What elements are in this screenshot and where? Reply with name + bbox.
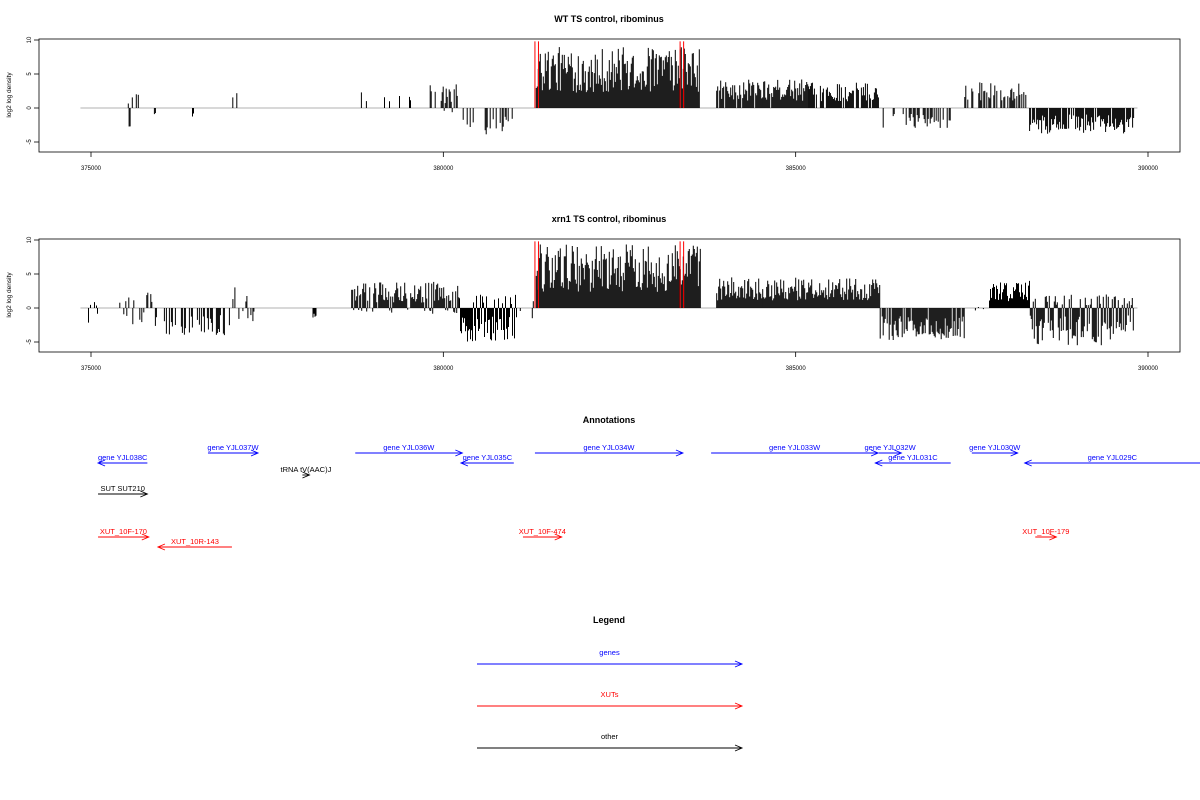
annotation-arrow-head [302, 471, 311, 479]
annotation-label: gene YJL036W [383, 443, 435, 452]
legend-arrow-head [734, 702, 744, 710]
wt-track-ylabel: log2 log density [6, 72, 13, 118]
wt-xtick-label: 385000 [786, 166, 807, 172]
annotation-arrow-head [874, 459, 883, 467]
annotation-arrow-head [156, 543, 166, 551]
annotations-panel: Annotations gene YJL038C gene YJL037W tRNA… [96, 415, 1200, 551]
annotation-label: tRNA tV(AAC)J [281, 465, 332, 474]
annotation-label: gene YJL038C [98, 453, 148, 462]
legend-label: other [601, 732, 619, 741]
annotation-arrow-head [141, 533, 150, 541]
xrn1-track-title: xrn1 TS control, ribominus [552, 214, 667, 224]
annotation-label: XUT_10F-474 [519, 527, 566, 536]
annotation-label: gene YJL033W [769, 443, 821, 452]
wt-track-title: WT TS control, ribominus [554, 14, 664, 24]
annotation-arrow-head [459, 459, 469, 467]
annotation-arrow-head [1049, 533, 1058, 541]
annotation-label: XUT_10F-170 [100, 527, 147, 536]
annotation-arrow-head [455, 449, 464, 457]
annotation-arrow-head [870, 449, 880, 457]
xrn1-xtick-label: 375000 [81, 366, 102, 372]
wt-ytick-label: 10 [27, 36, 33, 43]
annotation-label: gene YJL035C [463, 453, 513, 462]
annotation-arrow-head [250, 449, 260, 457]
legend-panel: Legend genes XUTs other [477, 615, 744, 752]
annotation-arrow-head [1010, 449, 1019, 457]
xrn1-track-panel: xrn1 TS control, ribominus log2 log dens… [6, 214, 1181, 372]
annotation-label: gene YJL030W [969, 443, 1021, 452]
legend-arrow-head [734, 660, 744, 668]
annotation-label: XUT_10R-143 [171, 537, 219, 546]
xrn1-ytick-label: 5 [27, 272, 33, 276]
annotation-arrow-head [675, 449, 685, 457]
annotation-label: gene YJL034W [583, 443, 635, 452]
wt-track-panel: WT TS control, ribominus log2 log densit… [6, 14, 1181, 172]
annotation-label: XUT_10F-179 [1022, 527, 1069, 536]
wt-xtick-label: 380000 [433, 166, 454, 172]
xrn1-ytick-label: 0 [27, 306, 33, 310]
annotation-label: gene YJL032W [865, 443, 917, 452]
wt-xtick-label: 390000 [1138, 166, 1159, 172]
wt-ytick-label: 0 [27, 106, 33, 110]
wt-track-plot-frame [38, 38, 1181, 153]
annotation-arrow-head [96, 459, 106, 467]
xrn1-xtick-label: 380000 [433, 366, 454, 372]
annotations-title: Annotations [583, 415, 636, 425]
annotation-label: SUT SUT210 [100, 484, 144, 493]
xrn1-ytick-label: -5 [27, 339, 33, 345]
xrn1-ytick-label: 10 [27, 236, 33, 243]
annotation-arrow-head [140, 490, 149, 498]
legend-arrow-head [734, 744, 744, 752]
annotation-label: gene YJL029C [1088, 453, 1138, 462]
wt-xtick-label: 375000 [81, 166, 102, 172]
legend-label: genes [599, 648, 620, 657]
xrn1-track-ylabel: log2 log density [6, 272, 13, 318]
annotation-arrow-head [894, 449, 903, 457]
annotation-label: gene YJL037W [207, 443, 259, 452]
legend-title: Legend [593, 615, 625, 625]
legend-label: XUTs [601, 690, 619, 699]
xrn1-track-plot-frame [38, 238, 1181, 353]
annotation-label: gene YJL031C [888, 453, 938, 462]
xrn1-xtick-label: 390000 [1138, 366, 1159, 372]
annotation-arrow-head [554, 533, 563, 541]
wt-ytick-label: -5 [27, 139, 33, 145]
annotation-arrow-head [1023, 459, 1032, 467]
wt-ytick-label: 5 [27, 72, 33, 76]
xrn1-xtick-label: 385000 [786, 366, 807, 372]
